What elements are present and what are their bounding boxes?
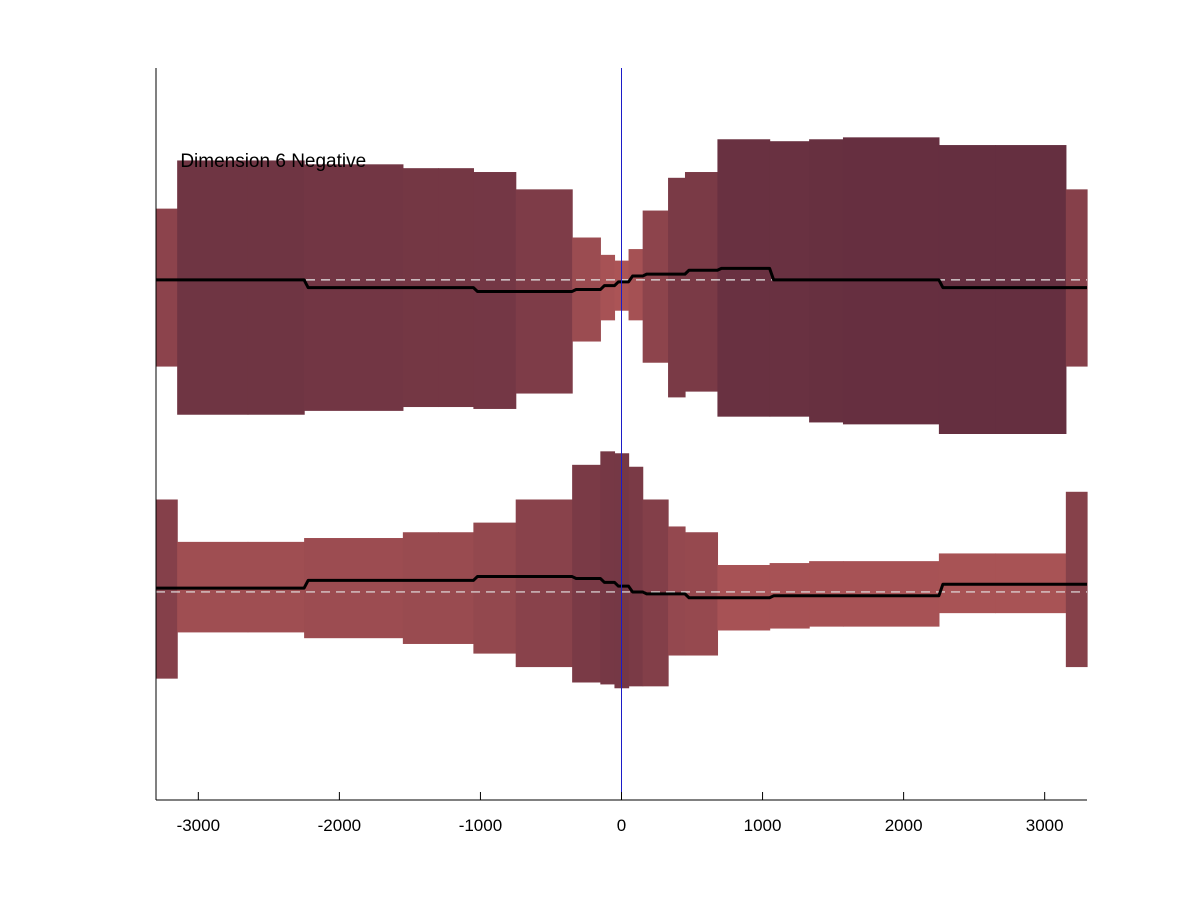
means-layer (156, 266, 1087, 600)
band-2-segment-9 (572, 464, 601, 683)
x-ticks: -3000 -2000 -1000 0 1000 2000 3000 (177, 792, 1064, 835)
band-1-segment-22 (1065, 189, 1088, 367)
band-1-segment-21 (995, 145, 1067, 435)
band-1-segment-10 (600, 254, 616, 321)
band-2-segment-4 (304, 538, 404, 639)
x-tick-label: 3000 (1026, 816, 1064, 835)
band-2-segment-14 (668, 526, 686, 656)
x-tick-label: -1000 (459, 816, 502, 835)
x-tick-label: -2000 (318, 816, 361, 835)
band-1-segment-1 (156, 208, 178, 367)
band-2-segment-22 (1065, 491, 1088, 668)
x-tick-label: -3000 (177, 816, 220, 835)
band-2-segment-15 (684, 532, 719, 656)
band-2-segment-18 (809, 561, 844, 627)
band-2-segment-8 (515, 499, 573, 668)
band-2-segment-12 (628, 466, 644, 687)
band-2-segment-6 (438, 532, 474, 644)
band-1-segment-20 (938, 145, 996, 435)
x-tick-label: 2000 (885, 816, 923, 835)
band-1-segment-15 (684, 172, 719, 392)
band-1-segment-3 (247, 160, 305, 415)
band-2-mean-line (156, 575, 1087, 600)
band-1-segment-16 (717, 139, 771, 417)
annotation-label: Dimension 6 Negative (180, 151, 366, 172)
band-2-segment-10 (600, 451, 616, 685)
x-tick-label: 1000 (744, 816, 782, 835)
band-1-segment-2 (177, 160, 249, 415)
band-1-mean-line (156, 266, 1087, 293)
band-2-segment-7 (473, 522, 517, 654)
x-tick-label: 0 (617, 816, 626, 835)
band-1-segment-12 (628, 249, 644, 321)
band-2-segment-5 (402, 532, 439, 644)
band-1-segment-13 (642, 210, 669, 363)
band-1-segment-14 (668, 177, 686, 398)
band-2-segment-19 (842, 561, 940, 627)
